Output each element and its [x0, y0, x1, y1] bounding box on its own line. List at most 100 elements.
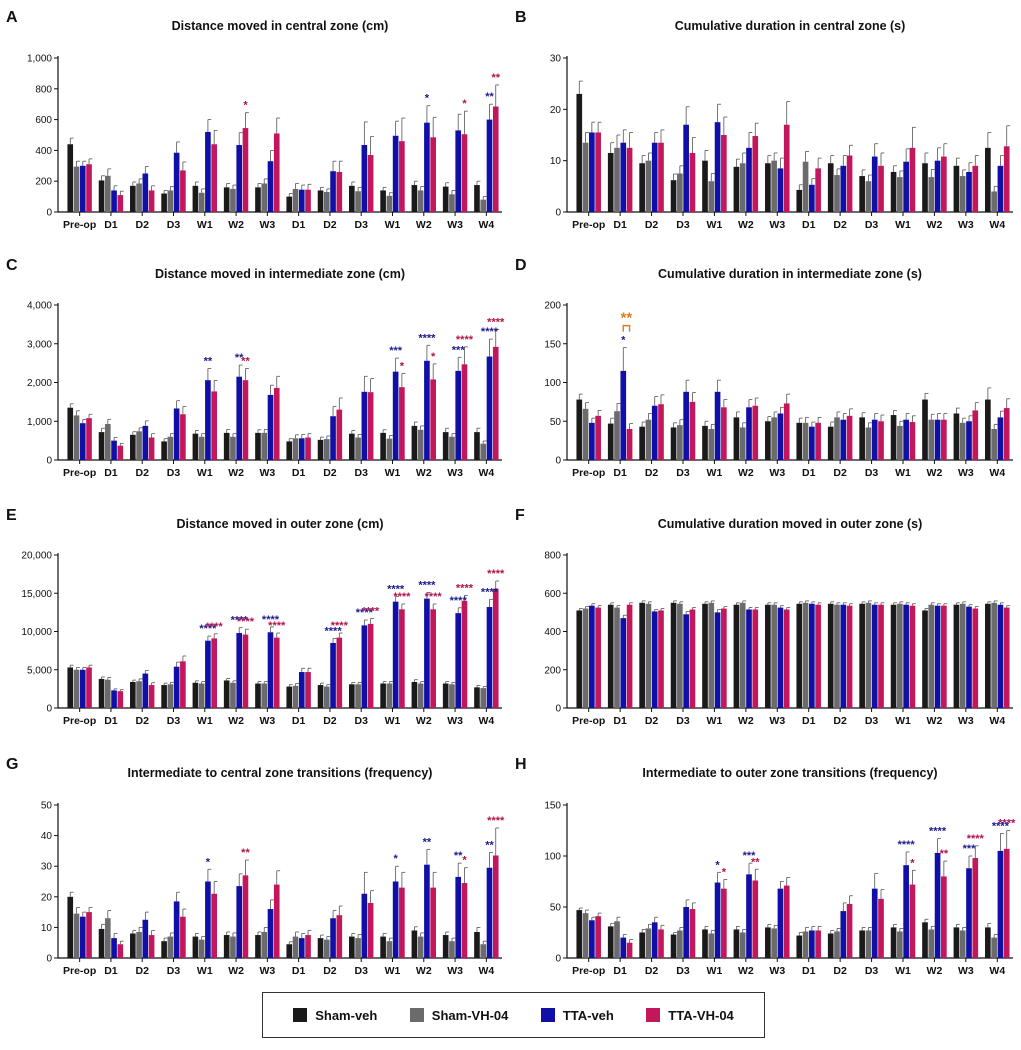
bar [117, 691, 124, 708]
significance-marker: **** [268, 620, 286, 632]
bar [966, 421, 972, 460]
bar [878, 165, 884, 212]
x-tick-label: W4 [478, 965, 494, 977]
bar [802, 161, 809, 212]
bar [492, 855, 499, 958]
x-tick-label: D3 [676, 219, 690, 231]
bar [966, 171, 972, 212]
x-tick-label: D2 [323, 467, 337, 479]
bar [355, 938, 361, 958]
bar [180, 661, 186, 708]
bar [897, 603, 903, 708]
significance-marker: ** [241, 356, 250, 368]
bar [305, 189, 311, 212]
bar [859, 176, 865, 212]
legend-swatch-tta-vh04 [646, 1008, 661, 1022]
bar [323, 439, 330, 460]
bar [367, 392, 374, 460]
bar [934, 419, 941, 460]
x-tick-label: D2 [323, 965, 337, 977]
y-tick-label: 50 [550, 903, 562, 914]
y-tick-label: 2,000 [27, 378, 52, 389]
bar [111, 690, 117, 708]
y-tick-label: 0 [555, 456, 561, 467]
bar [991, 191, 997, 212]
y-tick-label: 800 [35, 84, 52, 95]
bar [317, 685, 324, 708]
bar [130, 185, 136, 212]
bar [223, 680, 230, 708]
bar [934, 605, 941, 708]
y-tick-label: 20 [41, 892, 53, 903]
bar [941, 419, 947, 460]
bar [890, 171, 897, 212]
x-tick-label: D2 [323, 715, 337, 727]
bar [909, 605, 916, 708]
bar [796, 422, 803, 460]
significance-marker: **** [481, 326, 499, 338]
bar [198, 683, 205, 708]
legend-label-tta-vh04: TTA-VH-04 [668, 1007, 734, 1023]
bar [411, 425, 418, 460]
bar [809, 426, 815, 460]
bar [620, 937, 627, 958]
bar [827, 163, 834, 212]
bar [595, 916, 601, 958]
bar [117, 195, 124, 212]
bar [721, 888, 727, 958]
bar [815, 422, 821, 460]
significance-marker: **** [998, 818, 1016, 830]
bar [865, 181, 872, 212]
bar [148, 437, 155, 460]
bar [714, 882, 721, 958]
bar [198, 436, 205, 460]
y-tick-label: 50 [550, 417, 562, 428]
chart-panel-g: G Intermediate to central zone transition… [6, 756, 505, 977]
bar [645, 160, 652, 212]
bar [104, 175, 111, 212]
bar [985, 603, 991, 708]
x-tick-label: D1 [104, 467, 118, 479]
x-tick-label: D1 [104, 965, 118, 977]
x-tick-label: W3 [447, 467, 463, 479]
bar [273, 884, 280, 958]
bar [677, 603, 683, 708]
significance-marker: *** [452, 344, 466, 356]
significance-marker: **** [967, 833, 985, 845]
x-tick-label: W2 [228, 715, 244, 727]
significance-marker: **** [362, 605, 380, 617]
bar [783, 403, 790, 460]
x-tick-label: W3 [958, 715, 974, 727]
bar [702, 425, 708, 460]
legend-swatch-sham-vh04 [409, 1008, 424, 1022]
bar [702, 603, 708, 708]
bar [897, 425, 903, 460]
x-tick-label: D3 [865, 715, 879, 727]
bar [323, 939, 330, 958]
x-tick-label: W4 [478, 467, 494, 479]
bar [922, 163, 928, 212]
y-tick-label: 150 [544, 339, 561, 350]
x-tick-label: W2 [416, 219, 432, 231]
bar [871, 604, 878, 708]
chart-title: Cumulative duration moved in outer zone … [658, 517, 923, 531]
bar [442, 935, 449, 958]
bar [411, 681, 418, 708]
bar [349, 185, 355, 212]
x-tick-label: D2 [833, 467, 847, 479]
x-tick-label: D1 [613, 715, 627, 727]
x-tick-label: D3 [354, 965, 368, 977]
legend-swatch-sham-veh [293, 1008, 308, 1022]
bar [752, 405, 759, 460]
bar [449, 684, 455, 708]
x-tick-label: D1 [104, 715, 118, 727]
bar [783, 609, 790, 708]
bar [98, 928, 105, 958]
bar [903, 604, 909, 708]
bar [355, 684, 361, 708]
bar [236, 886, 243, 958]
y-tick-label: 10 [550, 156, 562, 167]
x-tick-label: W2 [416, 715, 432, 727]
bar [985, 147, 991, 212]
bar [230, 936, 236, 958]
